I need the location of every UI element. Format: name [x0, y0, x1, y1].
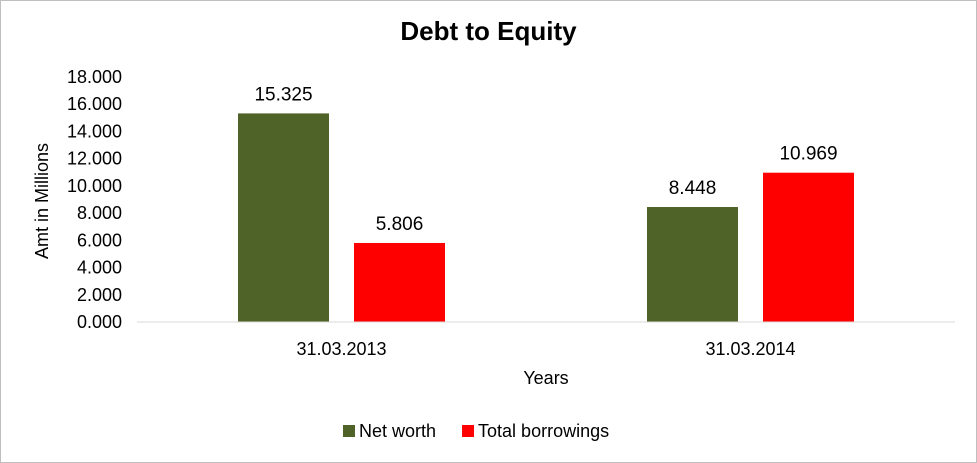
- bars: [238, 113, 854, 322]
- data-label: 15.325: [254, 84, 312, 105]
- y-tick-label: 4.000: [77, 258, 122, 278]
- y-tick-label: 10.000: [67, 176, 122, 196]
- data-label: 8.448: [669, 178, 717, 199]
- data-label: 10.969: [779, 144, 837, 165]
- bar: [354, 242, 445, 322]
- chart-title: Debt to Equity: [400, 16, 577, 46]
- legend: Net worth Total borrowings: [343, 421, 609, 441]
- y-tick-label: 0.000: [77, 312, 122, 332]
- legend-swatch: [462, 425, 475, 437]
- bar: [238, 113, 329, 322]
- y-tick-label: 12.000: [67, 149, 122, 169]
- legend-swatch: [343, 425, 355, 437]
- y-tick-label: 14.000: [67, 121, 122, 141]
- data-labels: 15.325 5.806 8.448 10.969: [254, 84, 837, 235]
- x-tick-label: 31.03.2014: [705, 339, 795, 359]
- y-axis-ticks: 0.000 2.000 4.000 6.000 8.000 10.000 12.000 14.…: [67, 67, 122, 332]
- y-axis-title: Amt in Millions: [32, 143, 52, 259]
- x-axis-ticks: 31.03.2013 31.03.2014: [296, 339, 795, 359]
- y-tick-label: 6.000: [77, 230, 122, 250]
- x-axis-title: Years: [523, 368, 568, 388]
- y-tick-label: 18.000: [67, 67, 122, 87]
- x-tick-label: 31.03.2013: [296, 339, 386, 359]
- bar: [763, 172, 854, 322]
- legend-label: Total borrowings: [478, 421, 609, 441]
- y-tick-label: 16.000: [67, 94, 122, 114]
- bar: [647, 207, 738, 322]
- legend-label: Net worth: [359, 421, 436, 441]
- data-label: 5.806: [376, 214, 424, 235]
- y-tick-label: 2.000: [77, 285, 122, 305]
- y-tick-label: 8.000: [77, 203, 122, 223]
